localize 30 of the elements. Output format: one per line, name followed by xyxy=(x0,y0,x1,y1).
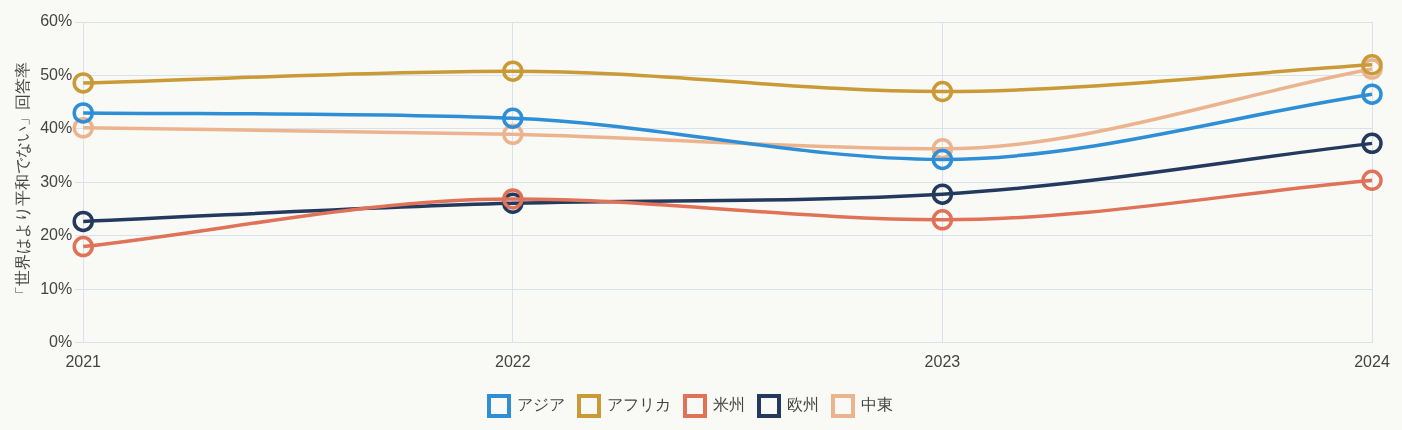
point xyxy=(502,60,524,82)
point xyxy=(931,80,954,103)
point xyxy=(931,183,954,205)
legend-label: 中東 xyxy=(861,395,893,415)
point xyxy=(72,102,94,124)
y-tick-label: 60% xyxy=(40,12,73,30)
legend-label: アフリカ xyxy=(607,395,671,415)
y-tick-label: 20% xyxy=(40,226,73,244)
x-tick-label: 2022 xyxy=(495,352,531,370)
point xyxy=(72,210,94,233)
point xyxy=(1361,169,1383,192)
y-tick-label: 30% xyxy=(40,172,73,190)
point xyxy=(931,148,954,171)
point xyxy=(1361,83,1383,105)
x-tick-label: 2023 xyxy=(924,352,961,370)
y-tick-label: 50% xyxy=(40,65,73,83)
x-tick-label: 2024 xyxy=(1354,352,1390,370)
y-tick-label: 0% xyxy=(49,333,73,351)
x-tick-label: 2021 xyxy=(65,352,102,370)
y-axis-title: 「世界はより平和でない」回答率 xyxy=(12,62,32,303)
point xyxy=(1361,132,1383,155)
legend-label: 米州 xyxy=(713,395,745,415)
point xyxy=(502,107,524,129)
point xyxy=(931,209,954,231)
legend-label: 欧州 xyxy=(787,395,819,415)
legend-label: アジア xyxy=(517,395,565,415)
point xyxy=(72,235,94,258)
point xyxy=(72,72,94,94)
y-tick-label: 40% xyxy=(40,119,73,137)
y-tick-label: 10% xyxy=(40,279,73,297)
